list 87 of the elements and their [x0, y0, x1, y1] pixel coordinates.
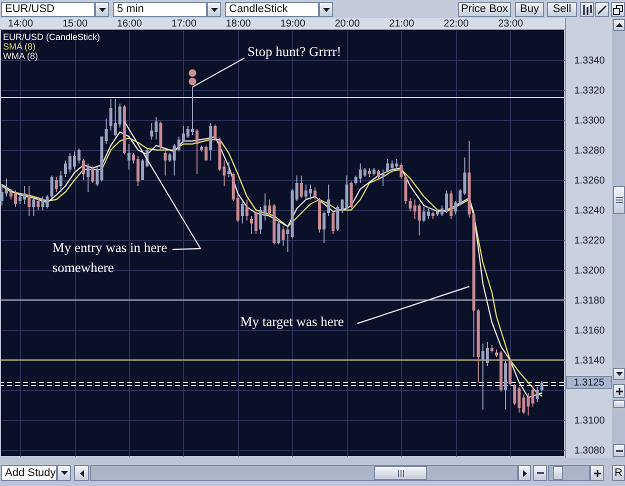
- candlestick: [150, 122, 154, 140]
- x-tick-label: 16:00: [116, 18, 142, 30]
- candlestick: [450, 190, 453, 220]
- candlestick: [322, 211, 326, 244]
- text: WMA (8): [3, 51, 38, 61]
- candlestick: [332, 211, 335, 234]
- candlestick: [227, 162, 230, 178]
- dropdown-field: CandleStick: [225, 2, 319, 17]
- y-tick-label: 1.3240: [574, 206, 606, 216]
- x-tick-label: 20:00: [334, 18, 360, 30]
- candlestick: [82, 158, 86, 180]
- candlestick: [41, 196, 44, 210]
- candlestick: [327, 184, 330, 216]
- x-tick-label: 22:00: [444, 18, 470, 30]
- candlestick: [245, 199, 248, 221]
- candlestick: [418, 204, 421, 236]
- y-tick-label: 1.3260: [574, 176, 606, 186]
- y-tick-label: 1.3160: [574, 326, 606, 336]
- dropdown-field: 5 min: [113, 2, 207, 17]
- y-tick-label: 1.3340: [574, 56, 606, 66]
- text: SMA (8): [3, 42, 36, 52]
- candlestick: [214, 124, 217, 142]
- candlestick: [386, 158, 390, 173]
- candlestick: [32, 196, 36, 216]
- button: Sell: [547, 2, 577, 17]
- x-tick-label: 14:00: [8, 18, 34, 30]
- candlestick: [36, 198, 40, 210]
- candlestick: [190, 86, 194, 136]
- x-tick-label: 19:00: [280, 18, 306, 30]
- x-tick-label: 18:00: [226, 18, 252, 30]
- y-tick-label: 1.3220: [574, 236, 606, 246]
- candlestick: [486, 342, 489, 366]
- annotation: Stop hunt? Grrrr!: [247, 44, 342, 59]
- candlestick: [531, 385, 534, 407]
- candlestick: [46, 194, 49, 209]
- y-tick-label: 1.3300: [574, 116, 606, 126]
- button: Price Box: [458, 2, 511, 17]
- candlestick: [209, 122, 212, 161]
- candlestick: [164, 150, 167, 176]
- y-tick-label: 1.3140: [574, 356, 606, 366]
- y-tick-label: 1.3320: [574, 86, 606, 96]
- candlestick: [404, 175, 408, 204]
- candlestick: [426, 206, 430, 220]
- button: R: [612, 465, 625, 481]
- candlestick: [300, 175, 303, 198]
- candlestick: [400, 163, 403, 179]
- y-tick-label: 1.3200: [574, 266, 606, 276]
- candlestick: [513, 384, 516, 406]
- candlestick: [4, 178, 8, 197]
- candlestick: [91, 166, 94, 184]
- candlestick: [382, 169, 385, 186]
- annotation: My target was here: [240, 314, 344, 329]
- candlestick: [508, 358, 512, 386]
- candlestick: [28, 186, 31, 216]
- y-tick-label: 1.3100: [574, 416, 606, 426]
- dropdown-field: EUR/USD: [1, 2, 95, 17]
- candlestick: [104, 118, 108, 144]
- x-tick-label: 21:00: [389, 18, 415, 30]
- candlestick: [282, 226, 285, 246]
- y-tick-label: 1.3280: [574, 146, 606, 156]
- x-tick-label: 15:00: [62, 18, 88, 30]
- candlestick: [313, 187, 316, 200]
- y-tick-label: 1.3180: [574, 296, 606, 306]
- candlestick: [18, 193, 22, 204]
- candlestick: [50, 175, 54, 198]
- candlestick: [308, 184, 312, 200]
- ref-line-label: 1.3125: [574, 378, 605, 388]
- x-tick-label: 23:00: [498, 18, 524, 30]
- candlestick: [350, 181, 353, 209]
- candlestick: [59, 170, 62, 192]
- candlestick: [277, 220, 280, 245]
- candlestick: [54, 176, 58, 192]
- candlestick: [159, 121, 162, 150]
- candlestick: [454, 200, 458, 215]
- x-tick-label: 17:00: [171, 18, 197, 30]
- candlestick: [536, 386, 539, 402]
- y-tick-label: 1.3080: [574, 446, 606, 456]
- candlestick: [127, 144, 130, 170]
- candlestick: [540, 380, 544, 392]
- chart-title: EUR/USD (CandleStick): [3, 32, 100, 42]
- candlestick: [86, 163, 90, 192]
- candlestick: [196, 128, 199, 174]
- candlestick: [259, 206, 262, 234]
- annotation: My entry was in here somewhere: [52, 240, 168, 275]
- candlestick: [240, 200, 244, 224]
- button: Buy: [515, 2, 544, 17]
- dropdown-field: Add Study: [1, 465, 57, 481]
